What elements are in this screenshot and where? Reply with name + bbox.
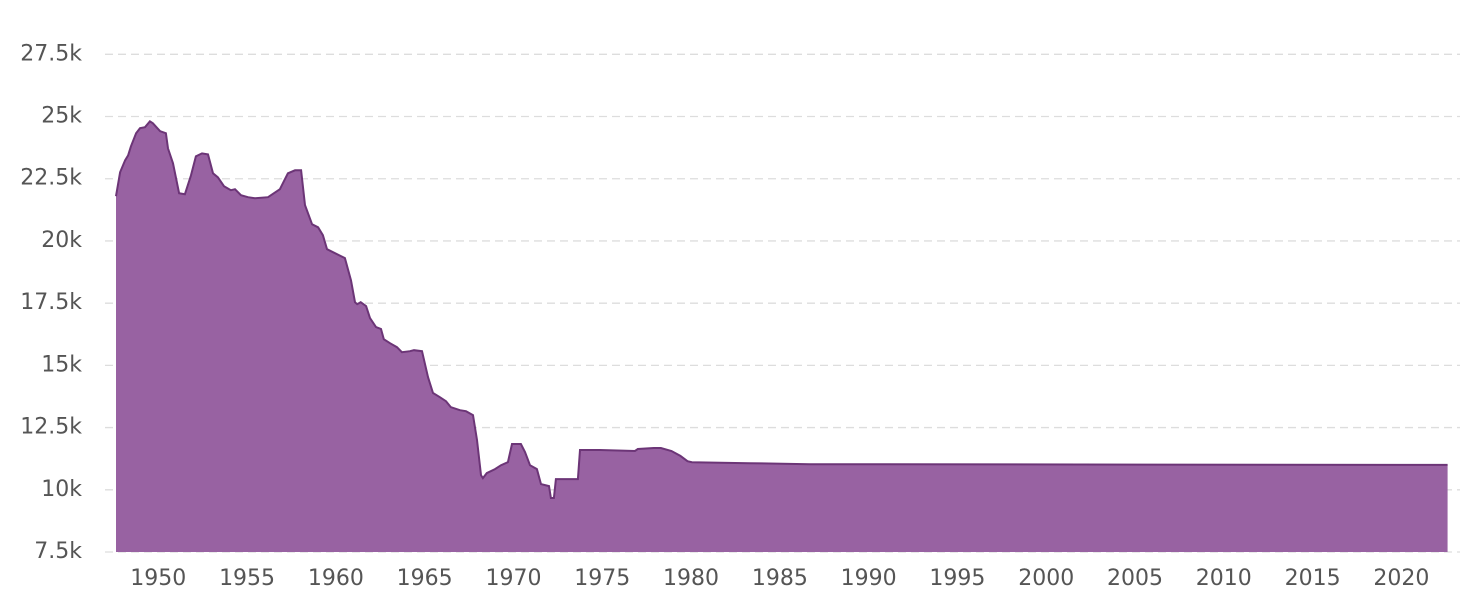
y-tick-label: 27.5k bbox=[20, 41, 82, 66]
y-tick-label: 7.5k bbox=[34, 539, 82, 564]
x-tick-label: 1955 bbox=[219, 566, 275, 591]
area bbox=[116, 121, 1448, 553]
x-tick-label: 2010 bbox=[1196, 566, 1252, 591]
x-tick-label: 1965 bbox=[397, 566, 453, 591]
x-tick-label: 2020 bbox=[1373, 566, 1429, 591]
x-tick-label: 2005 bbox=[1107, 566, 1163, 591]
x-tick-label: 1975 bbox=[574, 566, 630, 591]
x-tick-label: 1995 bbox=[929, 566, 985, 591]
y-tick-label: 15k bbox=[41, 352, 82, 377]
y-tick-label: 17.5k bbox=[20, 290, 82, 315]
x-tick-label: 1960 bbox=[308, 566, 364, 591]
y-tick-label: 25k bbox=[41, 104, 82, 129]
x-tick-label: 1950 bbox=[130, 566, 186, 591]
x-tick-label: 1985 bbox=[752, 566, 808, 591]
y-tick-label: 20k bbox=[41, 228, 82, 253]
line bbox=[115, 119, 1448, 499]
y-tick-label: 12.5k bbox=[20, 415, 82, 440]
x-tick-label: 2000 bbox=[1018, 566, 1074, 591]
x-tick-label: 2015 bbox=[1285, 566, 1341, 591]
x-tick-label: 1990 bbox=[841, 566, 897, 591]
y-tick-label: 22.5k bbox=[20, 166, 82, 191]
x-tick-label: 1980 bbox=[663, 566, 719, 591]
x-tick-label: 1970 bbox=[485, 566, 541, 591]
y-tick-label: 10k bbox=[41, 477, 82, 502]
